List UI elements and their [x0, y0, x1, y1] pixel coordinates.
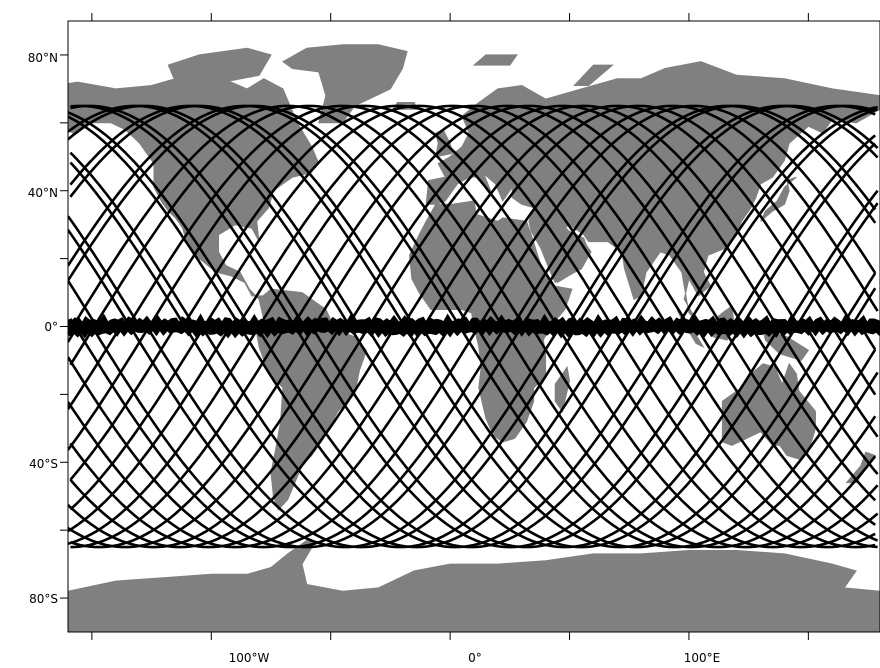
- equatorial-track-band: [68, 313, 880, 339]
- land-madagascar: [554, 365, 571, 413]
- equatorial-band-shape: [68, 313, 880, 339]
- axis-labels: 80°N 40°N 0° 40°S 80°S 100°W 0° 100°E: [28, 51, 721, 665]
- lon-label-0: 0°: [468, 651, 482, 665]
- lat-label-40s: 40°S: [29, 457, 58, 471]
- orbit-track-descending-10: [68, 104, 876, 549]
- lat-label-40n: 40°N: [28, 186, 58, 200]
- orbit-track-descending-4: [68, 104, 877, 549]
- plot-area: [68, 21, 880, 632]
- land-antarctica: [68, 539, 880, 632]
- orbit-track-ascending-6: [68, 104, 877, 549]
- lat-label-0: 0°: [44, 320, 58, 334]
- orbit-track-descending-13: [69, 104, 879, 549]
- orbit-track-layer: [68, 104, 879, 549]
- land-svalbard: [472, 54, 518, 66]
- orbit-track-descending-8: [68, 104, 877, 549]
- land-canadian-islands: [167, 47, 272, 83]
- land-new-zealand: [845, 451, 876, 484]
- lon-label-100w: 100°W: [229, 651, 270, 665]
- orbit-track-ascending-7: [69, 104, 879, 549]
- orbit-track-descending-2: [68, 104, 876, 549]
- orbit-track-descending-1: [69, 104, 879, 549]
- orbit-track-descending-11: [70, 104, 879, 549]
- axis-ticks: [60, 13, 809, 640]
- orbit-track-ascending-1: [69, 104, 879, 549]
- orbit-track-ascending-0: [68, 104, 877, 549]
- orbit-track-descending-3: [70, 104, 878, 549]
- land-novaya-zemlya: [573, 64, 614, 86]
- lat-label-80n: 80°N: [28, 51, 58, 65]
- lat-label-80s: 80°S: [29, 592, 58, 606]
- orbit-track-descending-0: [68, 104, 877, 549]
- land-greenland: [281, 44, 408, 124]
- orbit-track-descending-6: [68, 104, 877, 549]
- orbit-track-ascending-3: [70, 104, 878, 549]
- orbit-track-descending-7: [69, 104, 879, 549]
- lon-label-100e: 100°E: [684, 651, 721, 665]
- orbit-track-descending-12: [68, 104, 877, 549]
- land-japan: [760, 176, 797, 222]
- orbit-track-ascending-9: [69, 104, 879, 549]
- orbit-track-ascending-12: [68, 104, 877, 549]
